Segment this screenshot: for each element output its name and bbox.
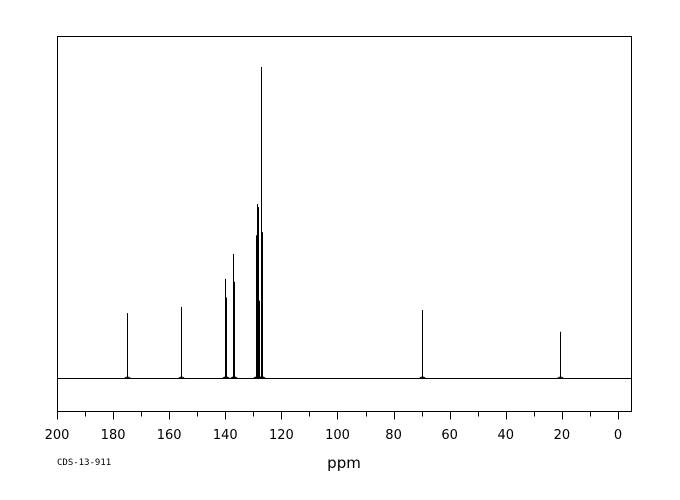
spectrum-peaks bbox=[124, 67, 564, 379]
x-tick-label: 0 bbox=[614, 428, 622, 443]
peak-base bbox=[223, 376, 230, 379]
x-axis-title: ppm bbox=[327, 454, 361, 472]
spectrum-code-label: CDS-13-911 bbox=[57, 458, 111, 468]
x-tick-label: 40 bbox=[498, 428, 515, 443]
peak-base bbox=[557, 376, 564, 379]
x-tick-label: 20 bbox=[554, 428, 571, 443]
x-tick-label: 160 bbox=[157, 428, 182, 443]
plot-frame bbox=[57, 36, 632, 412]
x-tick-label: 60 bbox=[441, 428, 458, 443]
x-tick-label: 120 bbox=[269, 428, 294, 443]
peak-base bbox=[231, 376, 238, 379]
peak-base bbox=[419, 376, 426, 379]
x-tick-label: 140 bbox=[213, 428, 238, 443]
peak-base bbox=[178, 376, 185, 379]
x-tick-label: 100 bbox=[325, 428, 350, 443]
x-tick-label: 180 bbox=[101, 428, 126, 443]
x-axis-tick-labels: 200 180 160 140 120 100 80 60 40 20 0 bbox=[45, 428, 623, 443]
x-tick-label: 80 bbox=[385, 428, 402, 443]
x-axis-ticks bbox=[57, 411, 619, 420]
x-tick-label: 200 bbox=[45, 428, 70, 443]
peak-base bbox=[259, 376, 266, 379]
peak-base bbox=[124, 376, 131, 379]
